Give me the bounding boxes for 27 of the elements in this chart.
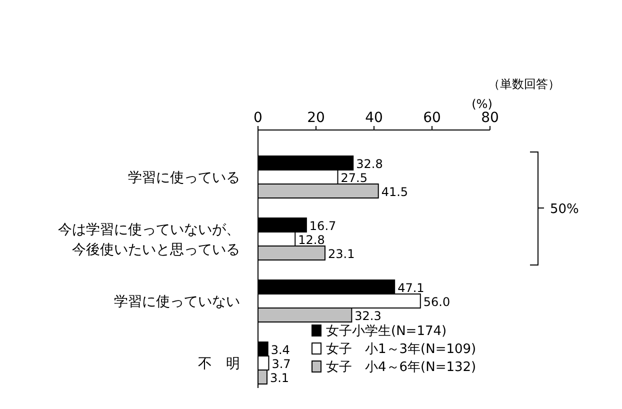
y-tick-label: 今は学習に使っていないが、今後使いたいと思っている bbox=[58, 222, 240, 258]
data-label: 3.7 bbox=[272, 357, 291, 371]
text: （単数回答） bbox=[488, 77, 560, 91]
legend-label: 女子 小1～3年(N=109) bbox=[326, 342, 476, 357]
legend-label: 女子小学生(N=174) bbox=[326, 324, 447, 339]
data-label: 27.5 bbox=[340, 171, 368, 185]
y-tick-label: 学習に使っている bbox=[128, 170, 240, 186]
data-label: 16.7 bbox=[309, 219, 336, 233]
data-label: 3.1 bbox=[270, 371, 290, 385]
data-label: 23.1 bbox=[328, 247, 355, 261]
y-tick-label: 不 明 bbox=[198, 356, 240, 372]
x-tick-label: 80 bbox=[481, 110, 499, 126]
text: 50% bbox=[550, 202, 579, 217]
data-label: 32.3 bbox=[354, 309, 382, 323]
y-tick-label: 学習に使っていない bbox=[114, 294, 240, 310]
data-label: 3.4 bbox=[270, 343, 290, 357]
x-tick-label: 60 bbox=[423, 110, 441, 126]
data-label: 41.5 bbox=[381, 185, 408, 199]
legend-label: 女子 小4～6年(N=132) bbox=[326, 360, 476, 375]
x-tick-label: 40 bbox=[365, 110, 383, 126]
x-axis-title: (%) bbox=[472, 97, 492, 111]
x-tick-label: 20 bbox=[307, 110, 325, 126]
data-label: 56.0 bbox=[423, 295, 450, 309]
x-tick-label: 0 bbox=[254, 110, 262, 126]
data-label: 47.1 bbox=[398, 281, 424, 295]
data-label: 12.8 bbox=[298, 233, 325, 247]
data-label: 32.8 bbox=[356, 157, 383, 171]
